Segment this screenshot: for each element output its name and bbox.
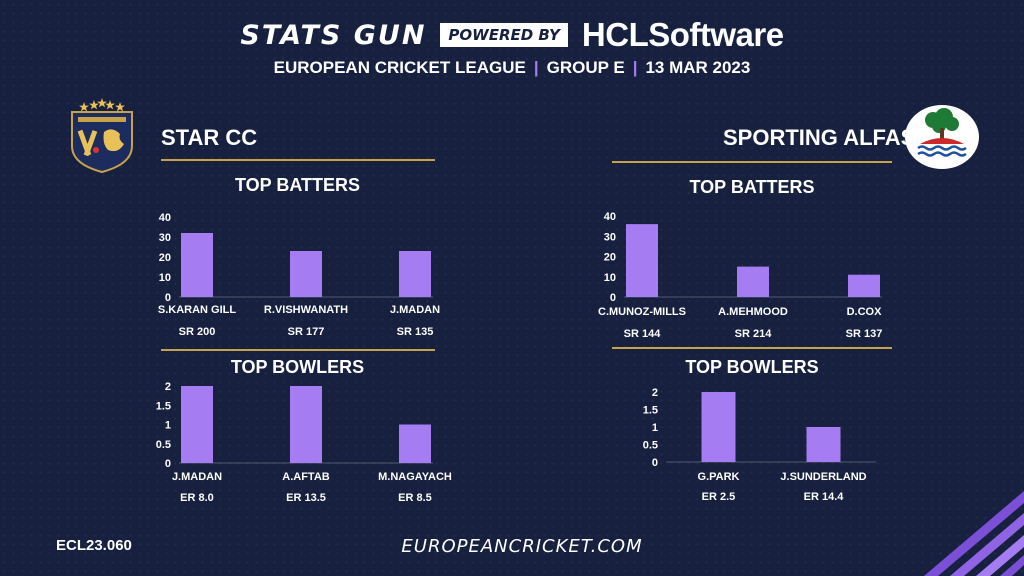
league-name: EUROPEAN CRICKET LEAGUE <box>273 58 526 77</box>
category-label: J.MADAN <box>172 471 222 483</box>
website-link[interactable]: EUROPEANCRICKET.COM <box>401 536 643 557</box>
category-label: J.SUNDERLAND <box>780 471 866 483</box>
left-bowlers-title: TOP BOWLERS <box>230 357 365 377</box>
stat-annotation: SR 200 <box>179 326 216 338</box>
y-tick-label: 0.5 <box>643 440 658 452</box>
stat-annotation: SR 177 <box>288 326 325 338</box>
match-id: ECL23.060 <box>56 537 132 554</box>
decorative-stripes <box>924 491 1024 576</box>
stat-annotation: ER 2.5 <box>702 491 736 503</box>
header: STATS GUN POWERED BY HCLSoftware EUROPEA… <box>0 16 1024 78</box>
bar-j-sunderland <box>806 427 841 462</box>
y-tick-label: 0 <box>165 458 171 470</box>
sporting-alfas-logo-icon <box>905 105 979 169</box>
y-tick-label: 1 <box>652 422 658 434</box>
match-date: 13 MAR 2023 <box>645 58 751 77</box>
category-label: S.KARAN GILL <box>158 304 237 316</box>
bar-r-vishwanath <box>290 251 322 297</box>
y-tick-label: 1.5 <box>156 400 171 412</box>
stats-gun-logo: STATS GUN <box>240 19 427 51</box>
stat-annotation: SR 137 <box>846 328 883 340</box>
y-tick-label: 30 <box>604 231 616 243</box>
left-gold-divider <box>161 159 435 161</box>
hcl-suffix: Software <box>648 16 784 53</box>
stat-annotation: SR 144 <box>624 328 662 340</box>
category-label: G.PARK <box>698 471 740 483</box>
y-tick-label: 2 <box>165 381 171 393</box>
bar-m-nagayach <box>399 424 431 463</box>
y-tick-label: 0 <box>610 292 616 304</box>
left-batters-chart: 0 10 20 30 40 S.KARAN GILL SR 200 R.VISHWANATH S… <box>158 212 440 338</box>
y-tick-label: 0 <box>165 292 171 304</box>
right-batters-title: TOP BATTERS <box>689 177 815 197</box>
powered-by-badge: POWERED BY <box>440 23 568 47</box>
bar-a-mehmood <box>737 266 769 297</box>
category-label: A.AFTAB <box>282 471 330 483</box>
stat-annotation: ER 13.5 <box>286 492 326 504</box>
bar-c-munoz-mills <box>626 224 658 297</box>
y-tick-label: 0.5 <box>156 439 171 451</box>
y-tick-label: 40 <box>159 212 171 224</box>
category-label: C.MUNOZ-MILLS <box>598 306 686 318</box>
category-label: J.MADAN <box>390 304 440 316</box>
right-bowlers-chart: 0 0.5 1 1.5 2 G.PARK ER 2.5 J.SUNDERLAND ER 14.4 <box>643 387 876 503</box>
group-name: GROUP E <box>546 58 625 77</box>
stat-annotation: ER 14.4 <box>804 491 845 503</box>
category-label: A.MEHMOOD <box>718 306 788 318</box>
bar-j-madan <box>181 386 213 463</box>
star-cc-crest-icon <box>71 98 133 174</box>
hcl-software-logo: HCLSoftware <box>582 16 784 54</box>
y-tick-label: 1.5 <box>643 405 658 417</box>
stat-annotation: ER 8.0 <box>180 492 214 504</box>
left-bowlers-chart: 0 0.5 1 1.5 2 J.MADAN ER 8.0 A.AFTAB ER 13.5 M.NA… <box>156 381 452 504</box>
y-tick-label: 20 <box>159 252 171 264</box>
stat-annotation: SR 214 <box>735 328 773 340</box>
bar-a-aftab <box>290 386 322 463</box>
y-tick-label: 2 <box>652 387 658 399</box>
y-tick-label: 1 <box>165 420 171 432</box>
brand-row: STATS GUN POWERED BY HCLSoftware <box>0 16 1024 54</box>
stat-annotation: ER 8.5 <box>398 492 432 504</box>
right-bowlers-title: TOP BOWLERS <box>685 357 819 377</box>
bar-d-cox <box>848 274 880 297</box>
y-tick-label: 10 <box>159 272 171 284</box>
y-tick-label: 30 <box>159 232 171 244</box>
y-tick-label: 0 <box>652 457 658 469</box>
stat-annotation: SR 135 <box>397 326 434 338</box>
category-label: D.COX <box>847 306 883 318</box>
category-label: R.VISHWANATH <box>264 304 348 316</box>
left-team-name: STAR CC <box>161 125 258 150</box>
left-batters-title: TOP BATTERS <box>234 175 360 195</box>
right-gold-divider <box>612 161 892 163</box>
separator: | <box>632 58 638 77</box>
separator: | <box>533 58 539 77</box>
bar-s-karan-gill <box>181 233 213 297</box>
y-tick-label: 40 <box>604 211 616 223</box>
right-gold-divider-2 <box>612 347 892 349</box>
y-tick-label: 10 <box>604 272 616 284</box>
bar-g-park <box>701 392 736 462</box>
match-info: EUROPEAN CRICKET LEAGUE | GROUP E | 13 M… <box>0 58 1024 78</box>
left-gold-divider-2 <box>161 349 435 351</box>
right-team-name: SPORTING ALFAS <box>723 125 916 150</box>
hcl-prefix: HCL <box>581 16 649 53</box>
category-label: M.NAGAYACH <box>378 471 452 483</box>
right-batters-chart: 0 10 20 30 40 C.MUNOZ-MILLS SR 144 A.MEHMOOD SR … <box>598 211 883 340</box>
bar-j-madan <box>399 251 431 297</box>
y-tick-label: 20 <box>604 252 616 264</box>
